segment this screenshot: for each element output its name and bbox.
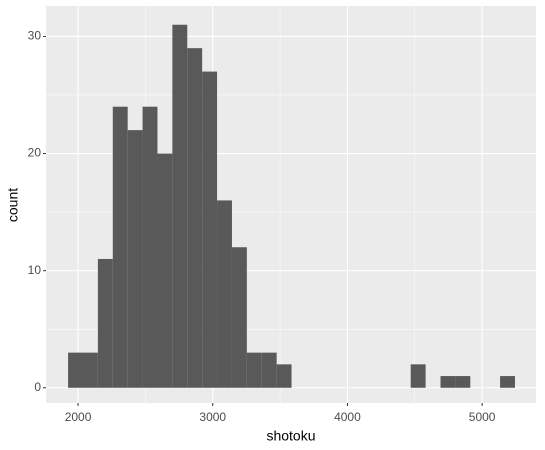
bar — [246, 352, 262, 388]
bar — [276, 364, 292, 388]
bar — [217, 200, 232, 388]
y-axis-title: count — [5, 188, 21, 222]
x-tick-label: 4000 — [334, 410, 361, 424]
x-tick-label: 2000 — [65, 410, 92, 424]
bar — [455, 376, 471, 388]
x-tick-label: 5000 — [469, 410, 496, 424]
bar — [202, 71, 218, 388]
x-tick-label: 3000 — [199, 410, 226, 424]
bar — [410, 364, 426, 388]
bar — [231, 247, 247, 388]
y-tick-label: 20 — [28, 146, 42, 160]
bar — [261, 352, 277, 388]
y-tick-label: 30 — [28, 29, 42, 43]
bar — [440, 376, 456, 388]
bar — [187, 48, 203, 388]
bar — [127, 130, 143, 388]
bar — [112, 106, 128, 388]
bar — [97, 258, 113, 388]
bar — [68, 352, 83, 388]
y-tick-label: 10 — [28, 263, 42, 277]
bar — [172, 24, 188, 388]
bar — [157, 153, 173, 388]
bar — [82, 352, 98, 388]
bar — [500, 376, 515, 388]
bar — [142, 106, 158, 388]
y-tick-label: 0 — [34, 380, 41, 394]
x-axis-title: shotoku — [266, 428, 315, 444]
